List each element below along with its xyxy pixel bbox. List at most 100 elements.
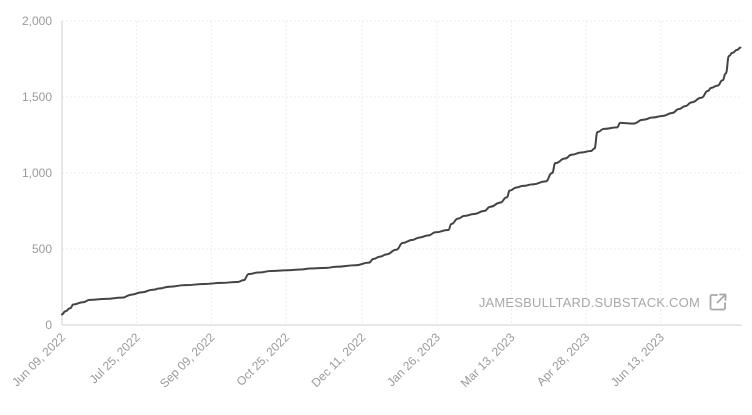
data-point: [616, 126, 618, 129]
data-point: [151, 288, 154, 291]
data-point: [564, 157, 566, 160]
data-point: [247, 273, 250, 275]
data-point: [505, 196, 508, 199]
data-point: [544, 180, 547, 183]
data-point: [457, 217, 459, 220]
data-point: [522, 185, 524, 187]
data-point: [554, 162, 557, 165]
data-point: [236, 281, 239, 283]
data-point: [325, 266, 328, 269]
data-point: [242, 279, 245, 282]
data-point: [104, 297, 107, 300]
data-point: [710, 86, 713, 89]
data-point: [299, 268, 302, 271]
data-point: [603, 128, 605, 130]
series-layer: [61, 46, 742, 316]
data-point: [593, 147, 596, 150]
external-link-icon[interactable]: [708, 292, 728, 312]
x-tick-label: Jun 09, 2022: [9, 330, 68, 389]
data-point: [434, 231, 437, 234]
data-point: [642, 118, 644, 121]
x-tick-label: Mar 13, 2023: [458, 330, 518, 390]
data-point: [590, 150, 592, 152]
data-point: [140, 291, 143, 294]
data-point: [88, 299, 91, 301]
data-point: [257, 271, 260, 274]
data-point: [335, 265, 338, 268]
data-point: [367, 261, 370, 264]
data-point: [463, 214, 466, 217]
data-point: [596, 131, 599, 133]
data-point: [716, 84, 719, 87]
x-tick-label: Sep 09, 2022: [157, 330, 218, 391]
data-point: [418, 236, 420, 239]
data-point: [739, 46, 742, 49]
watermark: JAMESBULLTARD.SUBSTACK.COM: [479, 292, 728, 312]
y-tick-label: 0: [45, 318, 52, 332]
data-point: [661, 115, 664, 117]
x-tick-label: Apr 28, 2023: [534, 330, 593, 389]
data-point: [72, 303, 75, 306]
data-point: [158, 287, 161, 290]
x-tick-label: Dec 11, 2022: [309, 330, 369, 390]
data-point: [619, 121, 622, 124]
watermark-text: JAMESBULLTARD.SUBSTACK.COM: [478, 294, 700, 310]
data-point: [684, 105, 687, 108]
x-tick-label: Jan 26, 2023: [384, 330, 443, 389]
x-tick-label: Oct 25, 2022: [234, 330, 293, 389]
data-point: [570, 153, 573, 156]
data-point: [395, 248, 398, 251]
data-point: [499, 201, 502, 204]
y-tick-label: 500: [32, 242, 52, 256]
data-point: [509, 189, 511, 192]
data-point: [401, 242, 404, 244]
data-point: [671, 112, 674, 114]
data-point: [69, 307, 72, 310]
data-point: [427, 234, 430, 237]
data-point: [270, 270, 273, 272]
x-tick-label: Jun 13, 2023: [608, 330, 667, 389]
data-point: [728, 55, 730, 57]
data-point: [184, 284, 187, 287]
data-point: [651, 116, 654, 119]
data-point: [677, 108, 680, 111]
data-point: [130, 293, 133, 296]
data-point: [203, 283, 206, 285]
data-point: [721, 79, 724, 82]
y-tick-label: 2,000: [22, 14, 52, 28]
data-point: [411, 238, 414, 241]
data-point: [379, 255, 381, 258]
grid-lines: [61, 20, 742, 325]
data-point: [64, 310, 67, 313]
data-point: [690, 101, 693, 104]
y-tick-label: 1,000: [22, 166, 52, 180]
x-tick-label: Jul 25, 2022: [87, 330, 143, 386]
data-point: [372, 257, 375, 260]
data-point: [168, 285, 171, 288]
data-point: [724, 72, 727, 75]
data-point: [354, 264, 357, 267]
data-point: [483, 210, 485, 212]
data-point: [736, 48, 739, 51]
axes: [61, 21, 742, 326]
data-point: [447, 229, 450, 231]
data-point: [286, 269, 289, 272]
data-point: [82, 301, 84, 304]
tick-labels: 0 500 1,000 1,500 2,000 Jun 09, 2022 Jul 25, 2…: [9, 14, 667, 391]
data-point: [220, 282, 222, 284]
data-point: [61, 313, 63, 316]
data-point: [309, 267, 312, 270]
series-line: [61, 46, 742, 316]
data-point: [515, 186, 518, 189]
data-point: [450, 223, 453, 225]
data-point: [632, 122, 635, 125]
data-point: [531, 183, 534, 186]
data-point: [473, 213, 476, 215]
data-point: [707, 90, 709, 92]
data-point: [385, 253, 388, 256]
data-point: [731, 52, 734, 54]
data-point: [580, 151, 583, 154]
data-point: [700, 96, 703, 99]
data-point: [489, 205, 492, 208]
